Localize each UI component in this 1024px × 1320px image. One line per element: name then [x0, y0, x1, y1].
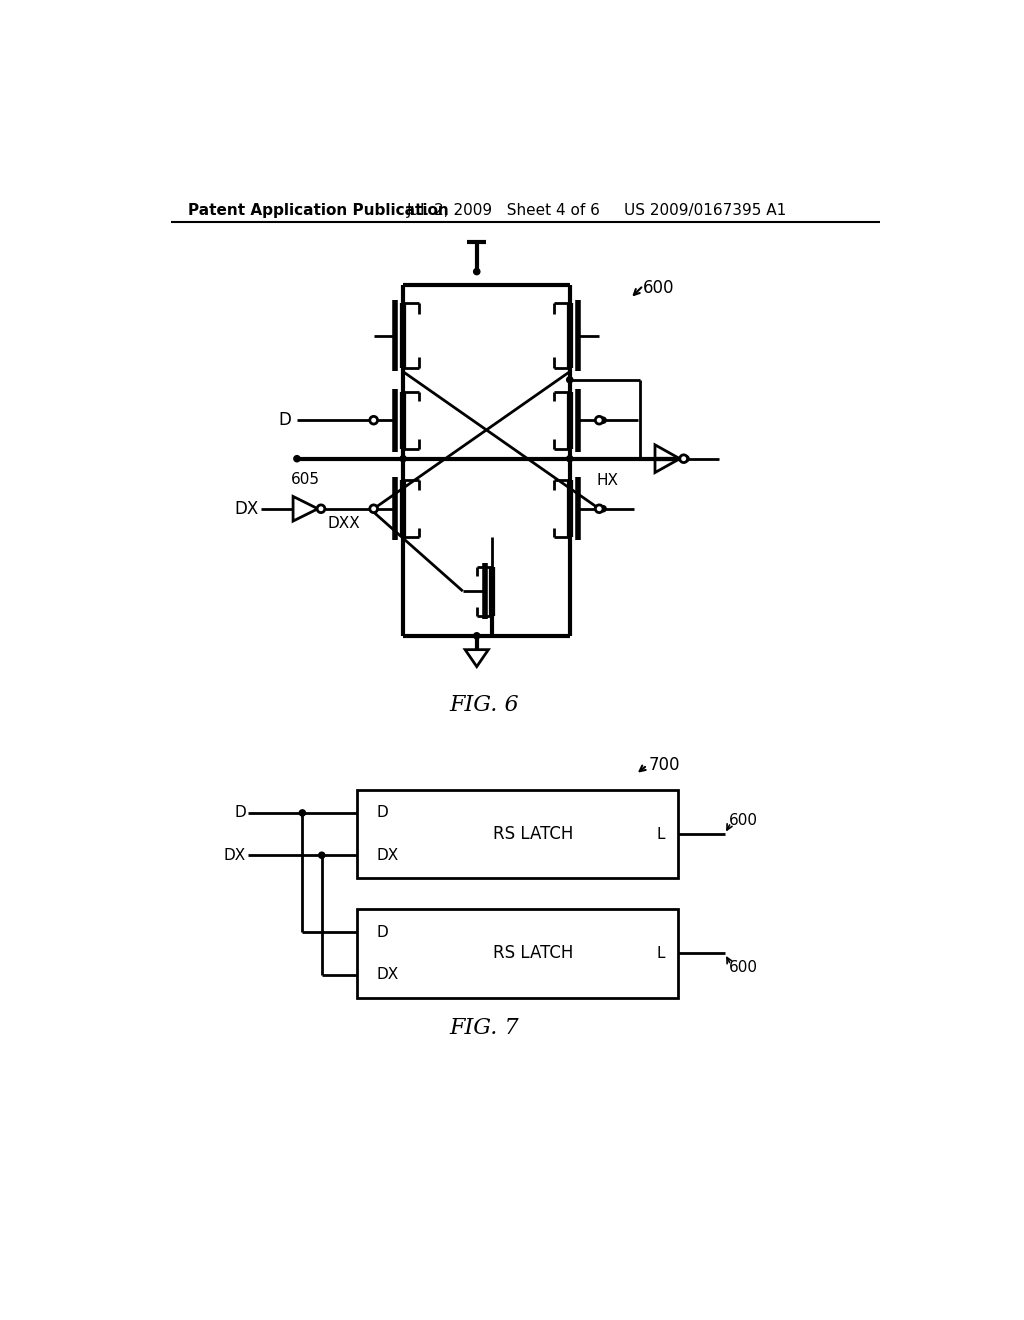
- Circle shape: [474, 632, 480, 639]
- Circle shape: [595, 504, 603, 512]
- Text: 700: 700: [649, 756, 680, 774]
- Text: D: D: [234, 805, 246, 821]
- Circle shape: [294, 455, 300, 462]
- Bar: [356, 909, 678, 998]
- Text: US 2009/0167395 A1: US 2009/0167395 A1: [624, 203, 786, 218]
- Text: DXX: DXX: [328, 516, 359, 532]
- Bar: [356, 789, 678, 878]
- Text: 600: 600: [643, 279, 675, 297]
- Text: FIG. 7: FIG. 7: [450, 1018, 519, 1040]
- Text: DX: DX: [376, 968, 398, 982]
- Text: L: L: [656, 826, 665, 842]
- Text: L: L: [656, 946, 665, 961]
- Circle shape: [370, 504, 378, 512]
- Circle shape: [680, 455, 687, 462]
- Text: 605: 605: [291, 473, 319, 487]
- Text: D: D: [278, 412, 291, 429]
- Text: RS LATCH: RS LATCH: [493, 944, 573, 962]
- Text: Jul. 2, 2009   Sheet 4 of 6: Jul. 2, 2009 Sheet 4 of 6: [407, 203, 601, 218]
- Text: DX: DX: [376, 847, 398, 863]
- Circle shape: [595, 416, 603, 424]
- Circle shape: [600, 506, 606, 512]
- Circle shape: [317, 504, 325, 512]
- Text: 600: 600: [729, 813, 758, 828]
- Circle shape: [566, 376, 572, 383]
- Circle shape: [600, 417, 606, 424]
- Text: DX: DX: [223, 847, 246, 863]
- Circle shape: [400, 455, 407, 462]
- Text: RS LATCH: RS LATCH: [493, 825, 573, 843]
- Circle shape: [370, 416, 378, 424]
- Text: HX: HX: [597, 473, 618, 487]
- Circle shape: [299, 809, 305, 816]
- Text: DX: DX: [233, 500, 258, 517]
- Text: FIG. 6: FIG. 6: [450, 694, 519, 715]
- Text: D: D: [376, 925, 388, 940]
- Text: Patent Application Publication: Patent Application Publication: [188, 203, 450, 218]
- Text: 600: 600: [729, 960, 758, 974]
- Circle shape: [474, 268, 480, 275]
- Circle shape: [683, 455, 689, 462]
- Text: D: D: [376, 805, 388, 821]
- Circle shape: [566, 455, 572, 462]
- Circle shape: [318, 853, 325, 858]
